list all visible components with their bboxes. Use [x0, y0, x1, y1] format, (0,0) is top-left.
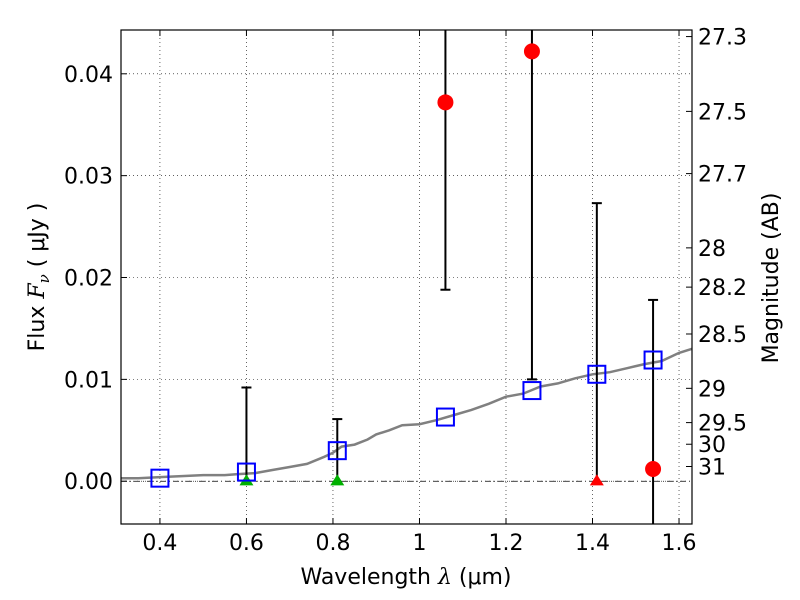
- x-tick-label: 0.6: [229, 531, 264, 556]
- detection-markers: [437, 43, 662, 477]
- model-photometry-square: [236, 462, 256, 482]
- x-tick-label: 1: [412, 531, 426, 556]
- mag-tick-label: 28.5: [698, 323, 747, 348]
- model-photometry-square: [327, 441, 347, 461]
- detection-point: [645, 460, 662, 477]
- x-tick-label: 0.8: [315, 531, 350, 556]
- x-axis-label-prefix: Wavelength: [300, 565, 438, 590]
- y-axis-label-subscript: ν: [35, 274, 53, 283]
- mag-tick-label: 27.5: [698, 100, 747, 125]
- mag-tick-label: 28: [698, 237, 726, 262]
- y-axis-label-unit: ( μJy ): [25, 203, 50, 275]
- y-tick-label: 0.01: [64, 368, 113, 393]
- model-photometry-square: [435, 407, 455, 427]
- model-photometry-square: [150, 468, 170, 488]
- template-sed-line: [121, 347, 693, 480]
- x-tick-label: 1.4: [575, 531, 610, 556]
- y2-axis-label: Magnitude (AB): [759, 193, 784, 364]
- detection-point: [437, 94, 454, 111]
- model-photometry-square: [587, 364, 607, 384]
- error-bars: [241, 30, 659, 524]
- x-tick-label: 1.6: [662, 531, 697, 556]
- x-axis-label: Wavelength λ (μm): [300, 565, 511, 590]
- x-axis-label-unit: (μm): [452, 565, 512, 590]
- x-tick-label: 0.4: [142, 531, 177, 556]
- model-photometry-square: [643, 350, 663, 370]
- y-axis-label: Flux Fν ( μJy ): [25, 203, 53, 352]
- y-tick-label: 0.04: [64, 63, 113, 88]
- model-photometry-square: [522, 381, 542, 401]
- mag-tick-label: 27.7: [698, 163, 747, 188]
- mag-tick-label: 28.2: [698, 276, 747, 301]
- y-tick-label: 0.00: [64, 470, 113, 495]
- upper-limit-triangle: [589, 474, 604, 486]
- y-axis-label-symbol: F: [25, 283, 50, 300]
- y-tick-label: 0.02: [64, 267, 113, 292]
- mag-tick-label: 29.5: [698, 412, 747, 437]
- detection-point: [523, 43, 540, 60]
- x-tick-label: 1.2: [488, 531, 523, 556]
- mag-tick-label: 29: [698, 377, 726, 402]
- x-axis-ticks: 0.4 0.6 0.8 1 1.2 1.4 1.6: [142, 30, 697, 556]
- y-tick-label: 0.03: [64, 165, 113, 190]
- mag-tick-label: 31: [698, 455, 726, 480]
- plot-frame: [120, 29, 693, 525]
- mag-tick-label: 30: [698, 433, 726, 458]
- model-photometry-markers: [150, 350, 663, 488]
- x-axis-label-symbol: λ: [437, 565, 452, 590]
- upper-limit-triangle: [330, 474, 345, 486]
- mag-tick-label: 27.3: [698, 26, 747, 51]
- y-axis-label-prefix: Flux: [25, 299, 50, 352]
- y-axis-ticks: 0.00 0.01 0.02 0.03 0.04: [64, 63, 127, 495]
